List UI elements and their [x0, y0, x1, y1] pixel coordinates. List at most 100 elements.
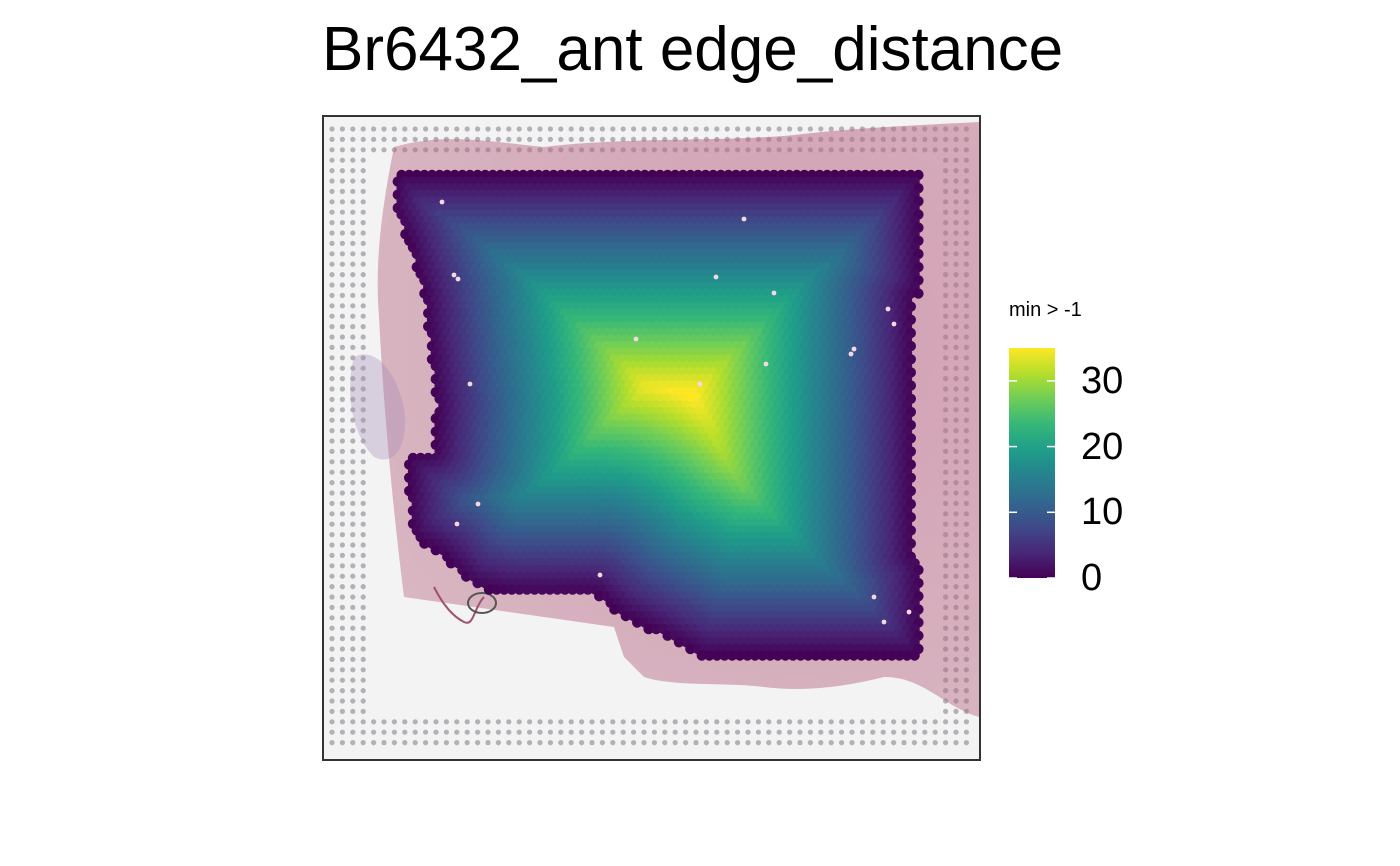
data-spot	[575, 584, 586, 595]
fiducial-spot	[360, 708, 366, 715]
fiducial-spot	[714, 719, 720, 725]
fiducial-spot	[360, 625, 366, 631]
fiducial-spot	[350, 188, 356, 194]
fiducial-spot	[350, 313, 356, 319]
fiducial-spot	[703, 740, 709, 746]
fiducial-spot	[516, 729, 522, 735]
fiducial-spot	[641, 740, 647, 746]
fiducial-spot	[339, 188, 345, 194]
fiducial-spot	[350, 708, 356, 715]
fiducial-spot	[547, 719, 553, 725]
fiducial-spot	[433, 729, 439, 735]
fiducial-spot	[922, 719, 928, 725]
fiducial-spot	[339, 324, 345, 330]
fiducial-spot	[350, 303, 356, 309]
fiducial-spot	[579, 719, 585, 725]
fiducial-spot	[735, 729, 741, 735]
fiducial-spot	[485, 126, 491, 132]
fiducial-spot	[693, 729, 699, 735]
fiducial-spot	[766, 740, 772, 746]
fiducial-spot	[339, 199, 345, 205]
fiducial-spot	[870, 729, 876, 735]
fiducial-spot	[599, 729, 605, 735]
fiducial-spot	[360, 376, 366, 382]
data-spot	[491, 584, 502, 595]
fiducial-spot	[558, 126, 564, 132]
fiducial-spot	[329, 448, 335, 454]
fiducial-spot	[495, 126, 501, 132]
fiducial-spot	[485, 729, 491, 735]
fiducial-spot	[350, 209, 356, 215]
fiducial-spot	[350, 448, 356, 454]
fiducial-spot	[350, 376, 356, 382]
fiducial-spot	[329, 230, 335, 236]
fiducial-spot	[433, 740, 439, 746]
fiducial-spot	[339, 542, 345, 548]
fiducial-spot	[662, 740, 668, 746]
fiducial-spot	[360, 490, 366, 496]
fiducial-spot	[329, 147, 335, 153]
fiducial-spot	[329, 708, 335, 715]
fiducial-spot	[662, 729, 668, 735]
fiducial-spot	[537, 740, 543, 746]
fiducial-spot	[329, 188, 335, 194]
fiducial-spot	[672, 126, 678, 132]
fiducial-spot	[537, 719, 543, 725]
fiducial-spot	[371, 126, 377, 132]
fiducial-spot	[350, 240, 356, 246]
fiducial-spot	[714, 729, 720, 735]
fiducial-spot	[339, 292, 345, 298]
fiducial-spot	[651, 740, 657, 746]
fiducial-spot	[932, 719, 938, 725]
fiducial-spot	[714, 740, 720, 746]
fiducial-spot	[350, 646, 356, 652]
fiducial-spot	[423, 126, 429, 132]
fiducial-spot	[475, 729, 481, 735]
fiducial-spot	[599, 126, 605, 132]
fiducial-spot	[724, 740, 730, 746]
fiducial-spot	[662, 719, 668, 725]
fiducial-spot	[828, 126, 834, 132]
fiducial-spot	[360, 178, 366, 184]
fiducial-spot	[339, 272, 345, 278]
fiducial-spot	[464, 740, 470, 746]
fiducial-spot	[329, 594, 335, 600]
fiducial-spot	[610, 136, 616, 142]
fiducial-spot	[339, 552, 345, 558]
data-spot	[537, 584, 548, 595]
fiducial-spot	[641, 719, 647, 725]
fiducial-spot	[360, 584, 366, 590]
fiducial-spot	[339, 500, 345, 506]
fiducial-spot	[943, 719, 949, 725]
fiducial-spot	[350, 168, 356, 174]
fiducial-spot	[329, 396, 335, 402]
fiducial-spot	[599, 719, 605, 725]
fiducial-spot	[350, 521, 356, 527]
fiducial-spot	[339, 386, 345, 392]
data-spot	[483, 584, 495, 595]
fiducial-spot	[350, 636, 356, 642]
fiducial-spot	[516, 719, 522, 725]
fiducial-spot	[360, 594, 366, 600]
data-spot	[445, 558, 457, 569]
fiducial-spot	[495, 729, 501, 735]
fiducial-spot	[329, 261, 335, 267]
fiducial-spot	[953, 740, 959, 746]
fiducial-spot	[568, 729, 574, 735]
fiducial-spot	[391, 740, 397, 746]
fiducial-spot	[350, 604, 356, 610]
fiducial-spot	[339, 220, 345, 226]
fiducial-spot	[506, 740, 512, 746]
fiducial-spot	[329, 199, 335, 205]
fiducial-spot	[360, 688, 366, 694]
fiducial-spot	[339, 251, 345, 257]
fiducial-spot	[350, 573, 356, 579]
fiducial-spot	[443, 719, 449, 725]
fiducial-spot	[350, 532, 356, 538]
fiducial-spot	[350, 261, 356, 267]
fiducial-spot	[360, 199, 366, 205]
fiducial-spot	[360, 698, 366, 704]
fiducial-spot	[495, 136, 501, 142]
fiducial-spot	[859, 719, 866, 725]
fiducial-spot	[339, 303, 345, 309]
